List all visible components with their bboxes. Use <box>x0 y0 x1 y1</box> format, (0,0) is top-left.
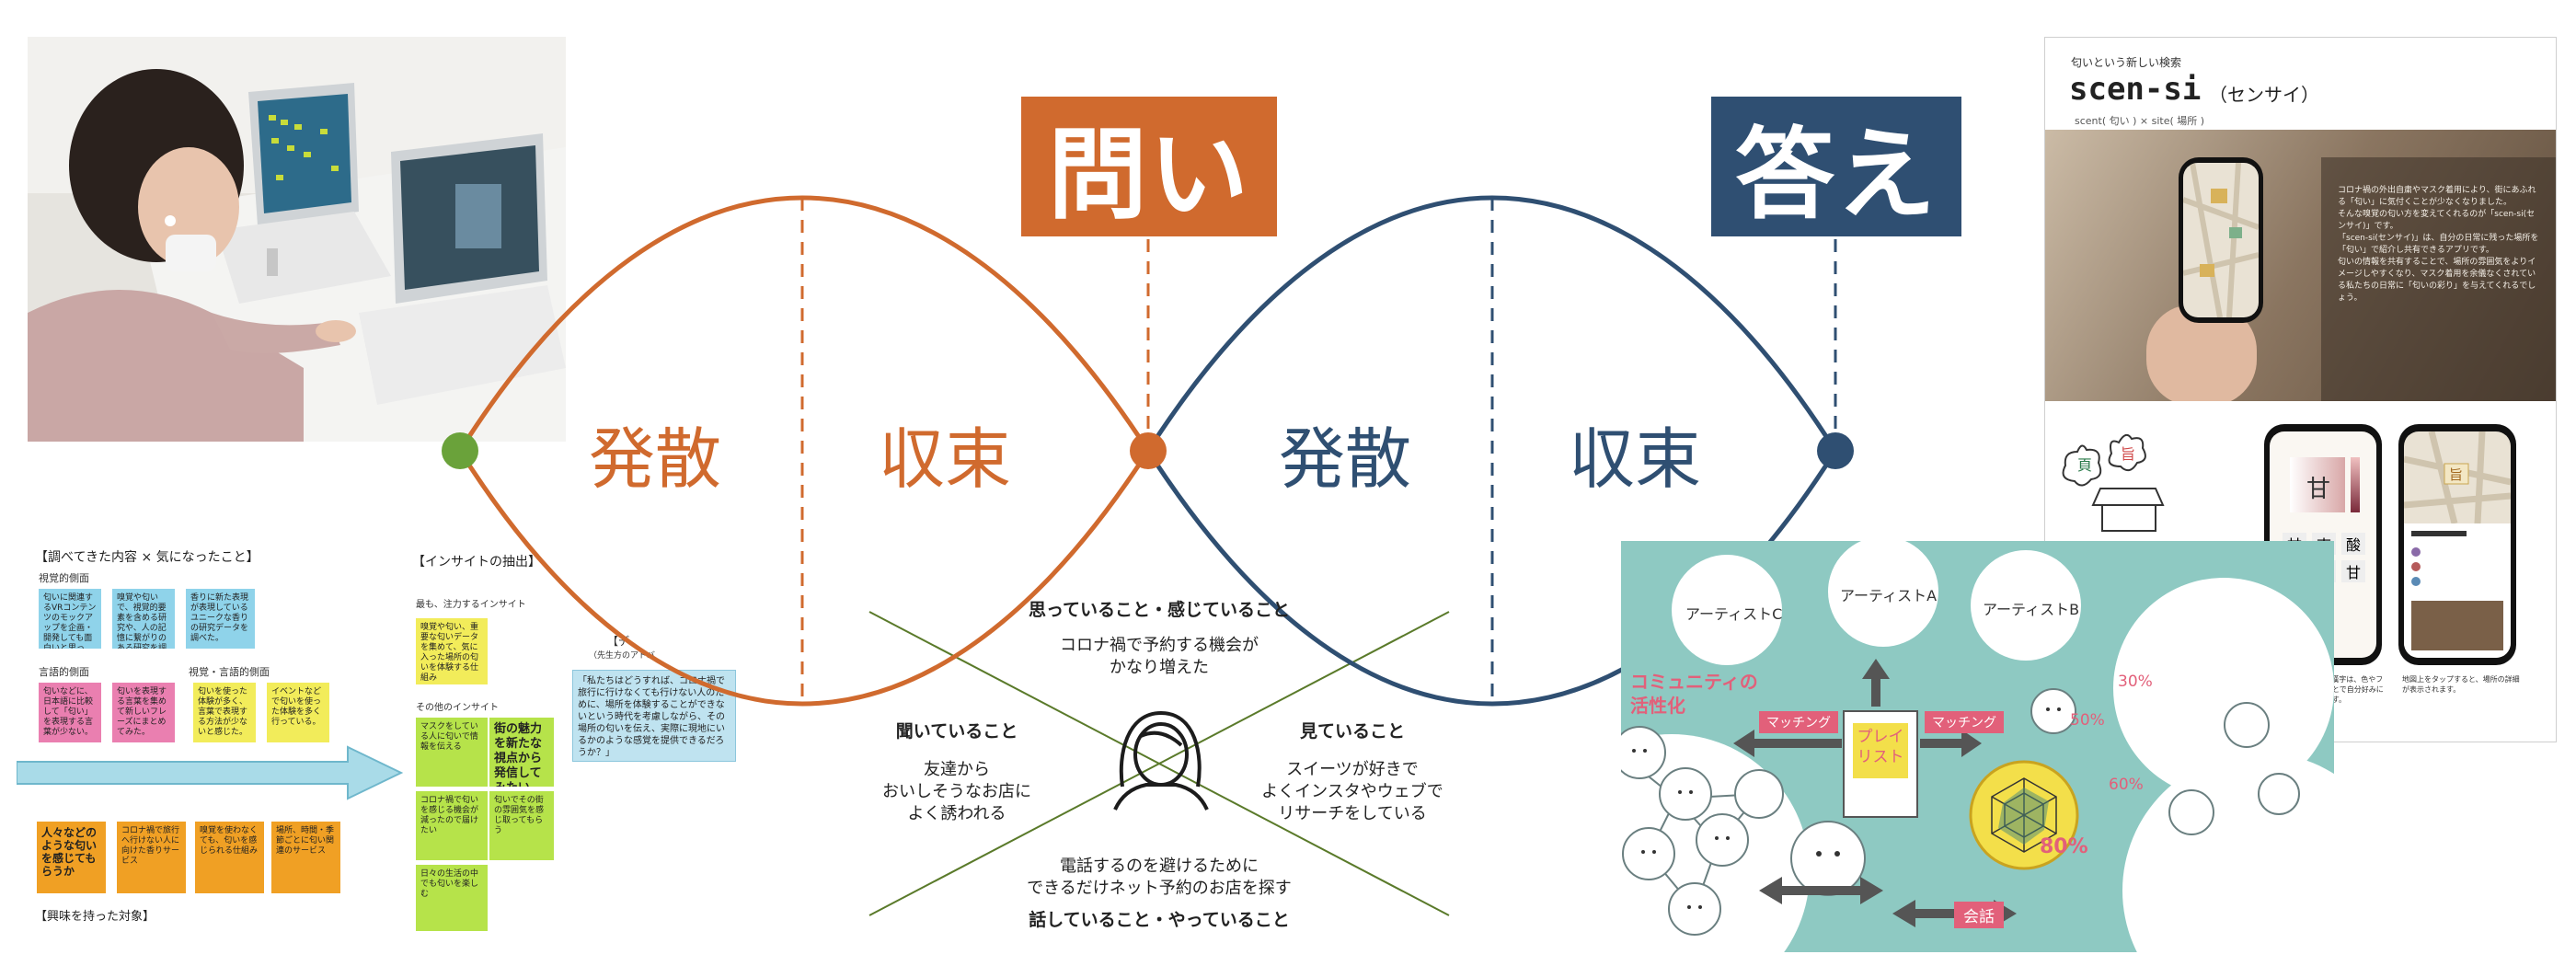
question-label: 問い <box>1021 97 1277 236</box>
artist-circle <box>1672 555 1782 665</box>
insight-main-note: 街の魅力を新たな視点から発信してみたい。 <box>489 718 554 787</box>
kanji-preview: 甘 <box>2306 476 2331 503</box>
concept-map: アーティストC アーティストA アーティストB コミュニティの 活性化 マッチン… <box>1621 541 2334 952</box>
phase-label-converge-1: 収束 <box>879 420 1012 498</box>
double-arrow-icon <box>1759 877 1883 904</box>
top-insight-label: 最も、注力するインサイト <box>416 600 526 610</box>
sticky-note: 匂いを表現する言葉を集めて新しいフレーズにまとめてみた。 <box>112 683 175 742</box>
arrow-right-icon <box>1920 730 1982 757</box>
empathy-see-title: 見ていること <box>1299 721 1405 742</box>
empathy-say-do-title: 話していること・やっていること <box>1029 910 1290 930</box>
answer-node <box>1817 432 1854 469</box>
visual-section-label: 視覚的側面 <box>39 572 89 584</box>
empathy-think-feel-title: 思っていること・感じていること <box>1028 600 1291 620</box>
sticky-note: 人々などの ような匂い を感じても らうか <box>37 822 106 893</box>
artist-circle <box>1828 541 1938 647</box>
sticky-note: 日々の生活の中でも匂いを楽しむ <box>416 865 488 931</box>
matching-label-right: マッチング <box>1925 711 2004 733</box>
kanji-cell[interactable]: 甘 <box>2341 560 2365 582</box>
phase-label-diverge-1: 発散 <box>589 420 722 498</box>
language-section-label: 言語的側面 <box>39 666 89 678</box>
phone-mockup-map-detail: 旨 <box>2398 424 2516 665</box>
sticky-note: イベントなどで匂いを使った体験を多く行っている。 <box>267 683 329 742</box>
sticky-note: 匂いでその街の雰囲気を感じ取ってもらう <box>489 791 554 860</box>
empathy-see-body: スイーツが好きで よくインスタやウェブで リサーチをしている <box>1261 760 1443 823</box>
product-hero-image: コロナ禍の外出自粛やマスク着用により、街にあふれる「匂い」に気付くことが少なくな… <box>2045 130 2556 401</box>
caption-map-detail: 地図上をタップすると、場所の詳細が表示されます。 <box>2402 675 2520 694</box>
concept-bubble <box>2113 578 2334 799</box>
product-card: 匂いという新しい検索 scen-si （センサイ） scent( 匂い ) × … <box>2044 37 2557 742</box>
kanji-cell[interactable]: 酸 <box>2341 533 2365 555</box>
person-outline-icon <box>1113 711 1209 811</box>
both-section-label: 視覚・言語的側面 <box>189 666 270 678</box>
artist-circle <box>1971 550 2081 661</box>
empathy-think-feel-body: コロナ禍で予約する機会が かなり増えた <box>1060 636 1259 677</box>
percent-label: 30% <box>2118 673 2153 691</box>
product-description: コロナ禍の外出自粛やマスク着用により、街にあふれる「匂い」に気付くことが少なくな… <box>2338 186 2539 303</box>
other-insight-label: その他のインサイト <box>416 703 499 713</box>
svg-text:頁: 頁 <box>2077 456 2092 474</box>
sign-kanji: 旨 <box>2121 445 2135 463</box>
arrow-left-icon <box>1733 730 1842 757</box>
sticky-note: 場所、時間・季節ごとに匂い関連のサービス <box>271 822 340 893</box>
community-label: コミュニティの 活性化 <box>1630 671 1758 717</box>
arrow-up-icon <box>1862 659 1890 707</box>
flow-arrow <box>17 745 403 800</box>
percent-label: 80% <box>2040 835 2088 858</box>
empathy-hear-body: 友達から おいしそうなお店に よく誘われる <box>882 760 1031 823</box>
sticky-note: 嗅覚や匂いで、視覚的要素を含める研究や、人の記憶に繋がりのある研究を調べた。 <box>112 589 175 649</box>
question-node <box>1130 432 1167 469</box>
product-tagline: 匂いという新しい検索 <box>2071 56 2182 69</box>
product-name: scen-si <box>2069 71 2202 108</box>
interest-footer: 【興味を持った対象】 <box>35 910 155 924</box>
empathy-say-do-body: 電話するのを避けるために できるだけネット予約のお店を探す <box>1027 857 1292 898</box>
insight-board-title: 【インサイトの抽出】 <box>412 555 541 569</box>
research-board-title: 【調べてきた内容 × 気になったこと】 <box>35 550 259 565</box>
percent-label: 60% <box>2109 776 2144 794</box>
callout-subtitle: （先生方のアドバ <box>589 651 656 661</box>
sticky-note: 香りに新た表現が表現しているユニークな香りの研究データを調べた。 <box>186 589 255 649</box>
artist-label-c: アーティストC <box>1685 605 1783 623</box>
phase-label-converge-2: 収束 <box>1569 420 1702 498</box>
matching-label-left: マッチング <box>1759 711 1838 733</box>
sticky-note: 嗅覚や匂い、重要な匂いデータを集めて、気に入った場所の匂いを体験する仕組み <box>416 618 488 684</box>
artist-label-a: アーティストA <box>1840 587 1938 604</box>
sticky-note: マスクをしている人に匂いで情報を伝える <box>416 718 488 787</box>
phase-label-diverge-2: 発散 <box>1279 420 1412 498</box>
sticky-note: コロナ禍で旅行へ行けない人に向けた香りサービス <box>117 822 186 893</box>
sticky-note: コロナ禍で匂いを感じる機会が減ったので届けたい <box>416 791 488 860</box>
product-reading: （センサイ） <box>2209 84 2319 106</box>
playlist-label: プレイ リスト <box>1857 728 1904 766</box>
product-formula: scent( 匂い ) × site( 場所 ) <box>2075 115 2205 127</box>
artist-label-b: アーティストB <box>1983 601 2080 618</box>
start-node <box>442 432 478 469</box>
sticky-note: 嗅覚を使わなくても、匂いを感じられる仕組み <box>195 822 264 893</box>
percent-label: 50% <box>2070 711 2105 730</box>
sticky-note: 匂いに関連するVRコンテンツのモックアップを企画・開発しても面白いと思った。 <box>39 589 101 649</box>
sticky-note: 匂いを使った体験が多く、言葉で表現する方法が少ないと感じた。 <box>193 683 256 742</box>
phone-mockup <box>2179 157 2263 323</box>
answer-label: 答え <box>1711 97 1961 236</box>
empathy-hear-title: 聞いていること <box>895 721 1018 742</box>
workshop-photo <box>28 37 566 442</box>
diverge-converge-curve-1 <box>457 449 1151 707</box>
map-kanji: 旨 <box>2449 466 2463 483</box>
conversation-label: 会話 <box>1954 902 2004 928</box>
sticky-note: 匂いなどに、日本語に比較して「匂い」を表現する言葉が少ない。 <box>39 683 101 742</box>
shop-sketch-illustration: 頁 旨 <box>2062 433 2165 532</box>
